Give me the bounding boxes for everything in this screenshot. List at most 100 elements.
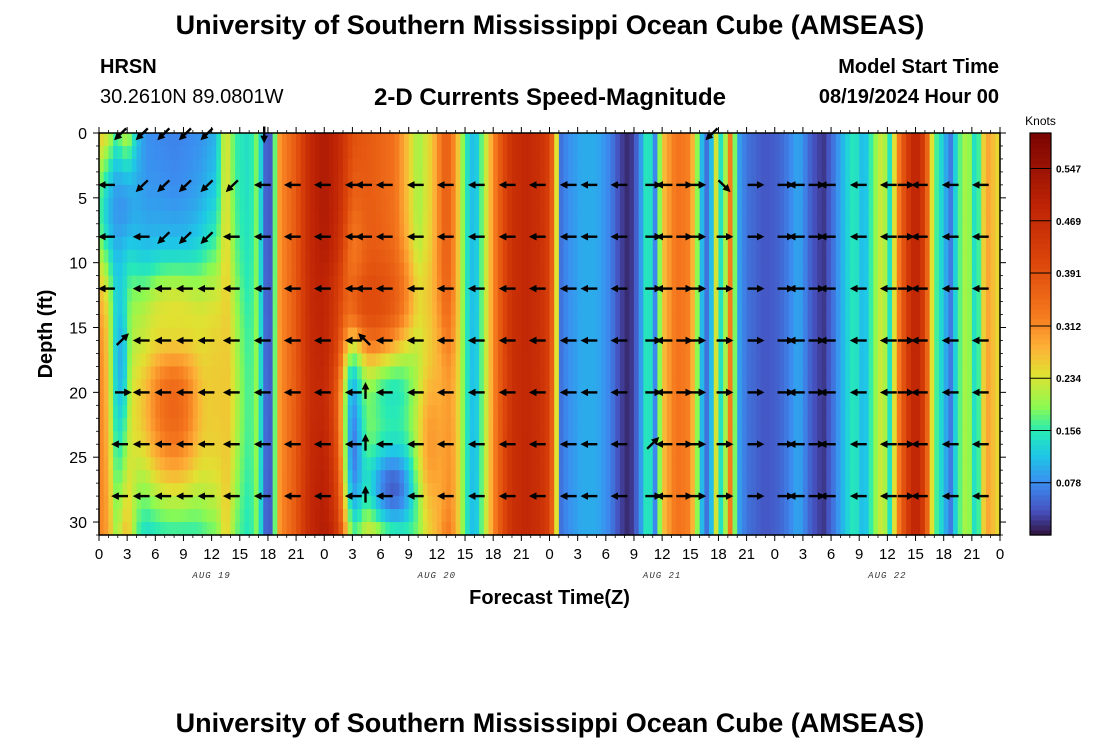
speed-cell (441, 158, 447, 173)
speed-cell (338, 366, 344, 380)
speed-cell (469, 392, 476, 406)
speed-cell (446, 470, 452, 484)
speed-cell (812, 509, 818, 523)
speed-cell (816, 444, 823, 458)
speed-cell (605, 197, 612, 212)
speed-cell (784, 405, 790, 419)
speed-cell (493, 133, 499, 147)
speed-cell (591, 340, 598, 355)
speed-cell (141, 418, 147, 432)
speed-cell (113, 405, 119, 419)
speed-cell (399, 288, 405, 303)
speed-cell (394, 444, 400, 458)
speed-cell (821, 431, 827, 445)
speed-cell (591, 301, 598, 316)
speed-cell (216, 522, 222, 536)
speed-cell (821, 133, 827, 147)
speed-cell (826, 210, 832, 225)
speed-cell (216, 366, 222, 380)
speed-cell (666, 457, 673, 471)
speed-cell (831, 444, 837, 458)
speed-cell (554, 496, 560, 510)
speed-cell (441, 418, 447, 432)
speed-cell (117, 366, 124, 380)
speed-cell (333, 366, 339, 380)
speed-cell (296, 327, 302, 342)
speed-cell (690, 470, 696, 484)
speed-cell (544, 210, 551, 225)
speed-cell (422, 210, 429, 225)
speed-cell (389, 444, 396, 458)
speed-cell (577, 444, 583, 458)
speed-cell (253, 275, 260, 290)
speed-cell (235, 470, 241, 484)
speed-cell (352, 392, 358, 406)
speed-cell (394, 353, 400, 368)
speed-cell (389, 262, 396, 277)
speed-cell (286, 301, 292, 316)
speed-cell (680, 158, 687, 173)
speed-cell (164, 171, 170, 186)
speed-cell (746, 223, 752, 238)
speed-cell (197, 133, 203, 147)
speed-cell (141, 457, 147, 471)
speed-cell (99, 158, 105, 173)
speed-cell (291, 171, 297, 186)
speed-cell (507, 145, 513, 160)
speed-cell (497, 249, 504, 264)
speed-cell (746, 418, 752, 432)
speed-cell (554, 184, 560, 199)
speed-cell (197, 210, 203, 225)
speed-cell (371, 418, 377, 432)
speed-cell (127, 223, 133, 238)
speed-cell (314, 405, 321, 419)
speed-cell (755, 418, 762, 432)
speed-cell (450, 496, 457, 510)
speed-cell (108, 392, 114, 406)
speed-cell (549, 171, 555, 186)
speed-cell (760, 327, 766, 342)
speed-cell (441, 288, 447, 303)
speed-cell (511, 236, 518, 251)
speed-cell (150, 366, 156, 380)
speed-cell (516, 405, 522, 419)
speed-cell (474, 145, 480, 160)
speed-cell (816, 496, 823, 510)
speed-cell (643, 431, 649, 445)
speed-cell (549, 262, 555, 277)
speed-cell (831, 249, 837, 264)
speed-cell (164, 158, 170, 173)
speed-cell (267, 522, 274, 536)
speed-cell (333, 184, 339, 199)
speed-cell (328, 327, 335, 342)
speed-cell (840, 288, 846, 303)
speed-cell (788, 197, 795, 212)
speed-cell (239, 288, 246, 303)
speed-cell (845, 236, 851, 251)
speed-cell (694, 158, 701, 173)
speed-cell (399, 262, 405, 277)
speed-cell (793, 145, 799, 160)
speed-cell (188, 431, 194, 445)
speed-cell (507, 418, 513, 432)
speed-cell (291, 366, 297, 380)
speed-cell (831, 457, 837, 471)
speed-cell (845, 470, 851, 484)
speed-cell (577, 249, 583, 264)
speed-cell (511, 171, 518, 186)
speed-cell (413, 288, 419, 303)
speed-cell (826, 483, 832, 497)
speed-cell (624, 470, 630, 484)
speed-cell (516, 262, 522, 277)
speed-cell (343, 210, 349, 225)
speed-cell (380, 340, 386, 355)
speed-cell (216, 197, 222, 212)
speed-cell (474, 509, 480, 523)
speed-cell (380, 483, 386, 497)
speed-cell (587, 431, 593, 445)
speed-cell (192, 418, 199, 432)
speed-cell (432, 431, 438, 445)
speed-cell (831, 522, 837, 536)
speed-cell (352, 197, 358, 212)
speed-cell (648, 405, 654, 419)
